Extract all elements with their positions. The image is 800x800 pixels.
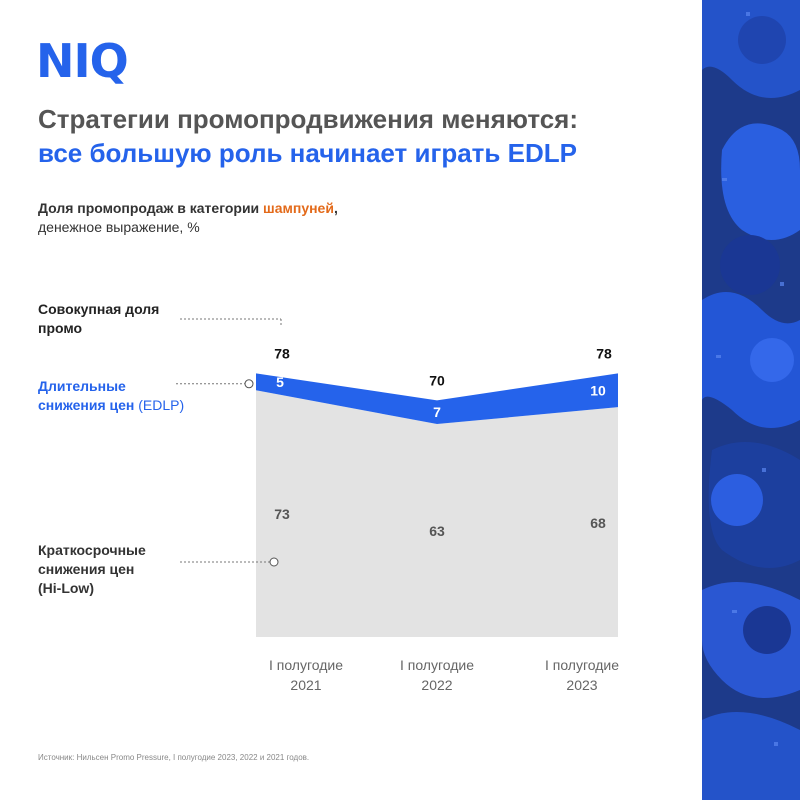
x-tick-label-0-line2: 2021 bbox=[290, 677, 321, 693]
label-total-line2: промо bbox=[38, 320, 83, 336]
label-edlp-line1: Длительные bbox=[38, 378, 126, 394]
x-tick-label-0-line1: I полугодие bbox=[269, 657, 343, 673]
label-hilow-line2: снижения цен bbox=[38, 561, 135, 577]
edlp-value-label-1: 7 bbox=[433, 404, 441, 420]
edlp-value-label-2: 10 bbox=[590, 382, 606, 398]
label-hilow-line1: Краткосрочные bbox=[38, 542, 146, 558]
leader-dot-edlp bbox=[244, 379, 254, 389]
page-title-line1: Стратегии промопродвижения меняются: bbox=[38, 104, 578, 134]
label-edlp-line2-bold: снижения цен bbox=[38, 397, 135, 413]
subtitle-part1: Доля промопродаж в категории bbox=[38, 200, 264, 216]
label-hilow: Краткосрочные снижения цен (Hi-Low) bbox=[38, 541, 146, 598]
total-label-0: 78 bbox=[274, 345, 290, 361]
page-title-line2: все большую роль начинает играть EDLP bbox=[38, 138, 577, 168]
subtitle-accent: шампуней bbox=[263, 200, 334, 216]
label-edlp-line2-rest: (EDLP) bbox=[134, 397, 185, 413]
chart-subtitle: Доля промопродаж в категории шампуней, д… bbox=[38, 199, 338, 237]
hilow-value-label-0: 73 bbox=[274, 506, 290, 522]
leader-dot-hilow bbox=[269, 557, 279, 567]
x-tick-label-2-line1: I полугодие bbox=[545, 657, 619, 673]
label-edlp: Длительные снижения цен (EDLP) bbox=[38, 377, 184, 415]
source-note: Источник: Нильсен Promo Pressure, I полу… bbox=[38, 753, 310, 762]
subtitle-part2: , bbox=[333, 200, 338, 216]
subtitle-line2: денежное выражение, % bbox=[38, 219, 200, 235]
x-tick-label-2-line2: 2023 bbox=[566, 677, 597, 693]
hilow-value-label-1: 63 bbox=[429, 523, 445, 539]
edlp-value-label-0: 5 bbox=[276, 374, 284, 390]
x-tick-label-1-line1: I полугодие bbox=[400, 657, 474, 673]
total-label-2: 78 bbox=[596, 345, 612, 361]
hilow-area bbox=[256, 390, 618, 637]
total-label-1: 70 bbox=[429, 372, 445, 388]
x-tick-label-1-line2: 2022 bbox=[421, 677, 452, 693]
label-total-line1: Совокупная доля bbox=[38, 301, 160, 317]
hilow-value-label-2: 68 bbox=[590, 515, 606, 531]
label-hilow-line3: (Hi-Low) bbox=[38, 580, 94, 596]
niq-logo: NIQ bbox=[36, 34, 129, 88]
edlp-area bbox=[256, 373, 618, 425]
crowd-illustration bbox=[702, 0, 800, 800]
label-total-promo: Совокупная доля промо bbox=[38, 300, 159, 338]
